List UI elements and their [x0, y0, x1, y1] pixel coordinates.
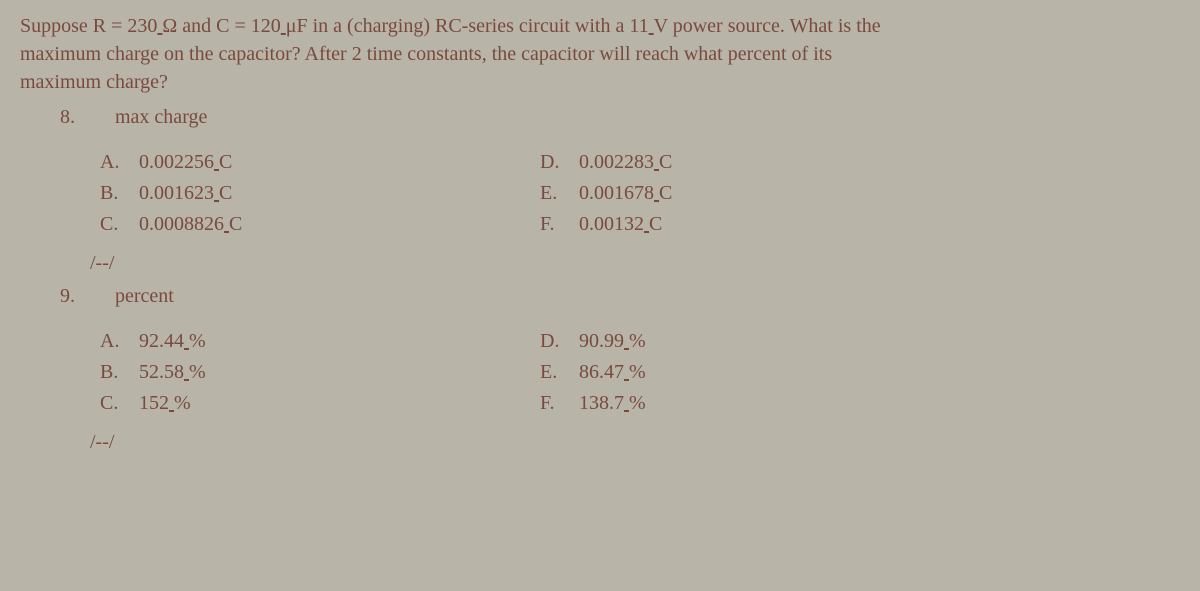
option-unit: C [649, 213, 662, 235]
q8-option-e: E. 0.001678 C [540, 178, 960, 209]
q9-option-a: A. 92.44 % [100, 326, 520, 357]
q9-title: percent [115, 285, 174, 307]
option-letter: B. [100, 178, 134, 209]
option-letter: D. [540, 147, 574, 178]
option-unit: % [629, 330, 646, 352]
option-letter: A. [100, 326, 134, 357]
q9-options-left: A. 92.44 % B. 52.58 % C. 152 % [100, 326, 520, 419]
q8-option-c: C. 0.0008826 C [100, 209, 520, 240]
option-value: 138.7 [579, 392, 624, 414]
option-letter: C. [100, 209, 134, 240]
q8-number: 8. [60, 106, 90, 129]
question-8: 8. max charge A. 0.002256 C B. 0.001623 … [20, 106, 1180, 275]
q8-option-b: B. 0.001623 C [100, 178, 520, 209]
option-unit: % [189, 361, 206, 383]
q9-header: 9. percent [60, 285, 1180, 308]
prompt-line1d: V power source. What is the [654, 15, 881, 37]
prompt-line3: maximum charge? [20, 71, 168, 93]
prompt-line1b: Ω and C = 120 [162, 15, 280, 37]
option-letter: B. [100, 357, 134, 388]
option-letter: F. [540, 209, 574, 240]
q9-option-f: F. 138.7 % [540, 388, 960, 419]
option-value: 152 [139, 392, 169, 414]
option-unit: C [659, 182, 672, 204]
prompt-line2: maximum charge on the capacitor? After 2… [20, 43, 832, 65]
prompt-line1c: μF in a (charging) RC-series circuit wit… [286, 15, 649, 37]
q8-options-left: A. 0.002256 C B. 0.001623 C C. 0.0008826… [100, 147, 520, 240]
option-value: 92.44 [139, 330, 184, 352]
option-value: 0.001623 [139, 182, 214, 204]
option-unit: % [174, 392, 191, 414]
option-value: 52.58 [139, 361, 184, 383]
q8-header: 8. max charge [60, 106, 1180, 129]
question-9: 9. percent A. 92.44 % B. 52.58 % C. 152 … [20, 285, 1180, 454]
q9-number: 9. [60, 285, 90, 308]
option-letter: A. [100, 147, 134, 178]
option-unit: C [229, 213, 242, 235]
option-value: 86.47 [579, 361, 624, 383]
option-value: 90.99 [579, 330, 624, 352]
q9-option-c: C. 152 % [100, 388, 520, 419]
q9-option-d: D. 90.99 % [540, 326, 960, 357]
option-value: 0.001678 [579, 182, 654, 204]
q9-separator: /--/ [60, 431, 1180, 454]
option-value: 0.002283 [579, 151, 654, 173]
option-letter: C. [100, 388, 134, 419]
option-letter: F. [540, 388, 574, 419]
page-container: Suppose R = 230 Ω and C = 120 μF in a (c… [0, 0, 1200, 482]
q9-options: A. 92.44 % B. 52.58 % C. 152 % D. 90.99 … [60, 326, 1200, 419]
prompt-line1a: Suppose R = 230 [20, 15, 157, 37]
q8-options: A. 0.002256 C B. 0.001623 C C. 0.0008826… [60, 147, 1200, 240]
option-unit: C [219, 182, 232, 204]
option-value: 0.002256 [139, 151, 214, 173]
q8-option-d: D. 0.002283 C [540, 147, 960, 178]
option-letter: D. [540, 326, 574, 357]
option-unit: % [189, 330, 206, 352]
option-unit: C [659, 151, 672, 173]
q9-option-b: B. 52.58 % [100, 357, 520, 388]
option-unit: % [629, 392, 646, 414]
q8-separator: /--/ [60, 252, 1180, 275]
problem-prompt: Suppose R = 230 Ω and C = 120 μF in a (c… [20, 12, 1180, 96]
q9-options-right: D. 90.99 % E. 86.47 % F. 138.7 % [540, 326, 960, 419]
q9-option-e: E. 86.47 % [540, 357, 960, 388]
option-unit: C [219, 151, 232, 173]
q8-title: max charge [115, 106, 207, 128]
option-unit: % [629, 361, 646, 383]
q8-option-a: A. 0.002256 C [100, 147, 520, 178]
option-value: 0.0008826 [139, 213, 224, 235]
q8-options-right: D. 0.002283 C E. 0.001678 C F. 0.00132 C [540, 147, 960, 240]
option-letter: E. [540, 357, 574, 388]
q8-option-f: F. 0.00132 C [540, 209, 960, 240]
option-letter: E. [540, 178, 574, 209]
option-value: 0.00132 [579, 213, 644, 235]
